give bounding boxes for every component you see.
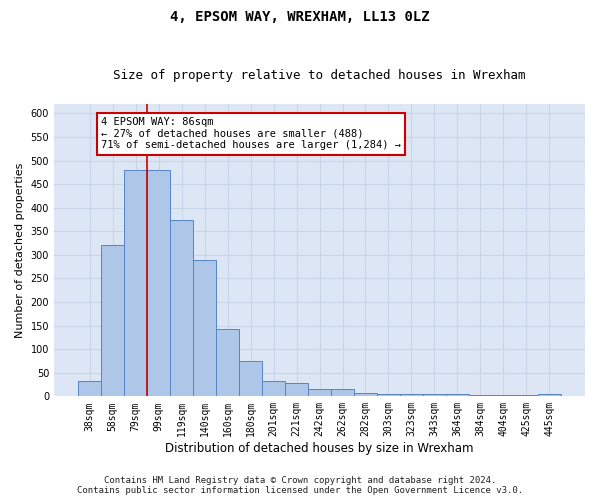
Bar — [147, 170, 170, 396]
Bar — [538, 394, 561, 396]
Bar — [216, 329, 239, 396]
Text: 4 EPSOM WAY: 86sqm
← 27% of detached houses are smaller (488)
71% of semi-detach: 4 EPSOM WAY: 86sqm ← 27% of detached hou… — [101, 117, 401, 150]
Bar — [446, 394, 469, 396]
Y-axis label: Number of detached properties: Number of detached properties — [15, 162, 25, 338]
X-axis label: Distribution of detached houses by size in Wrexham: Distribution of detached houses by size … — [165, 442, 474, 455]
Bar — [170, 220, 193, 396]
Bar — [308, 390, 331, 396]
Bar — [193, 260, 216, 396]
Bar — [492, 395, 515, 396]
Bar — [101, 246, 124, 396]
Title: Size of property relative to detached houses in Wrexham: Size of property relative to detached ho… — [113, 69, 526, 82]
Bar — [400, 394, 423, 396]
Bar — [469, 395, 492, 396]
Text: 4, EPSOM WAY, WREXHAM, LL13 0LZ: 4, EPSOM WAY, WREXHAM, LL13 0LZ — [170, 10, 430, 24]
Bar — [239, 361, 262, 396]
Bar — [78, 381, 101, 396]
Bar — [124, 170, 147, 396]
Bar — [423, 394, 446, 396]
Bar — [262, 381, 285, 396]
Bar — [377, 394, 400, 396]
Text: Contains HM Land Registry data © Crown copyright and database right 2024.
Contai: Contains HM Land Registry data © Crown c… — [77, 476, 523, 495]
Bar — [331, 390, 354, 396]
Bar — [354, 392, 377, 396]
Bar — [285, 382, 308, 396]
